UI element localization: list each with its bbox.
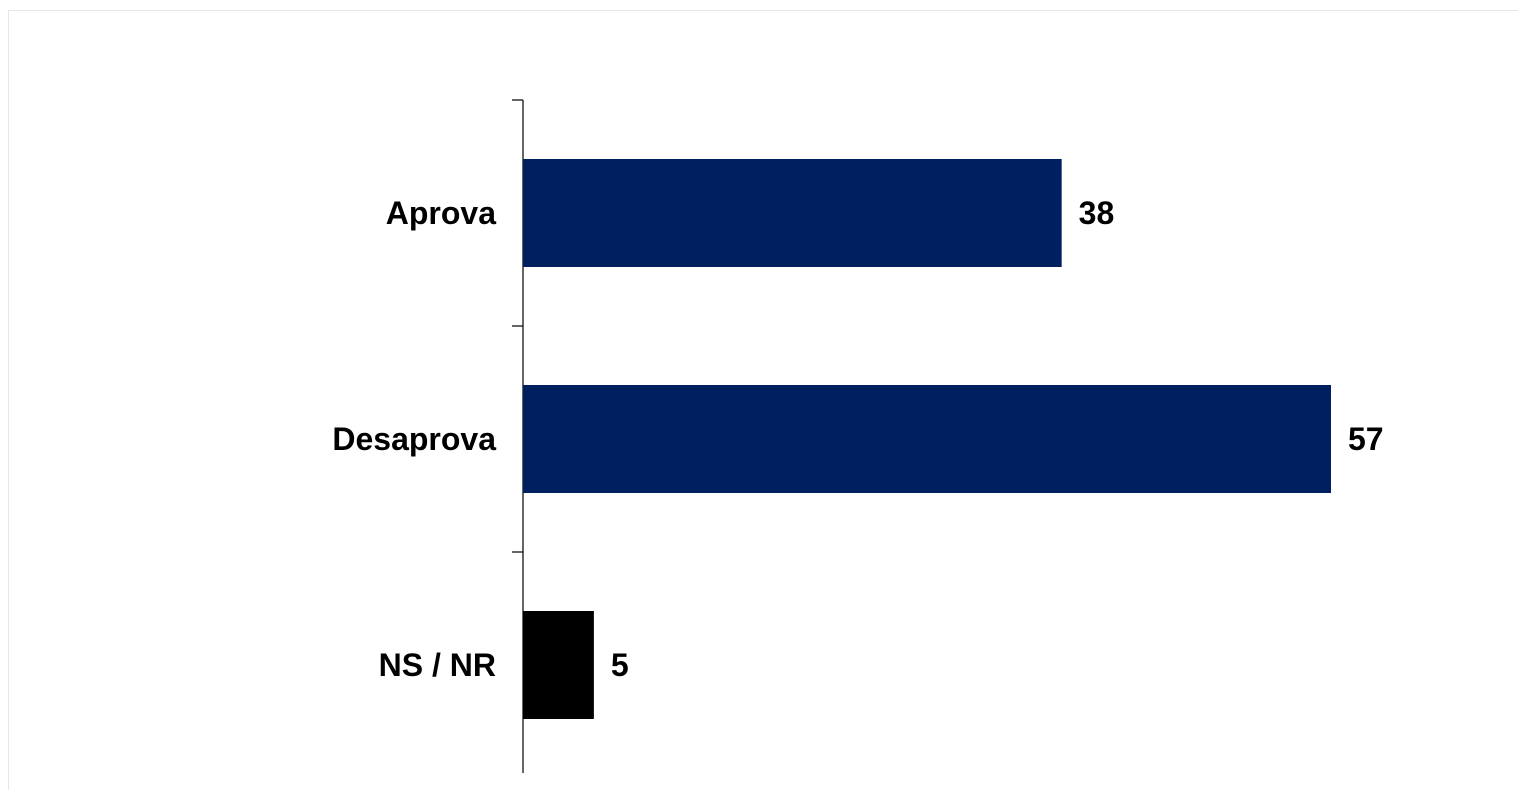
category-label: NS / NR [379,647,496,683]
axis-layer [512,99,524,773]
category-label: Desaprova [332,421,496,457]
bar-chart: Aprova 38 Desaprova 57 NS / NR 5 [332,99,1384,773]
data-label: 5 [611,647,629,683]
bars-layer [523,159,1331,719]
labels-layer: Aprova 38 Desaprova 57 NS / NR 5 [332,195,1383,683]
category-label: Aprova [386,195,496,231]
bar-ns-nr [523,611,594,719]
chart-frame [8,10,1518,790]
bar-aprova [523,159,1062,267]
data-label: 57 [1348,421,1384,457]
data-label: 38 [1079,195,1115,231]
bar-desaprova [523,385,1331,493]
